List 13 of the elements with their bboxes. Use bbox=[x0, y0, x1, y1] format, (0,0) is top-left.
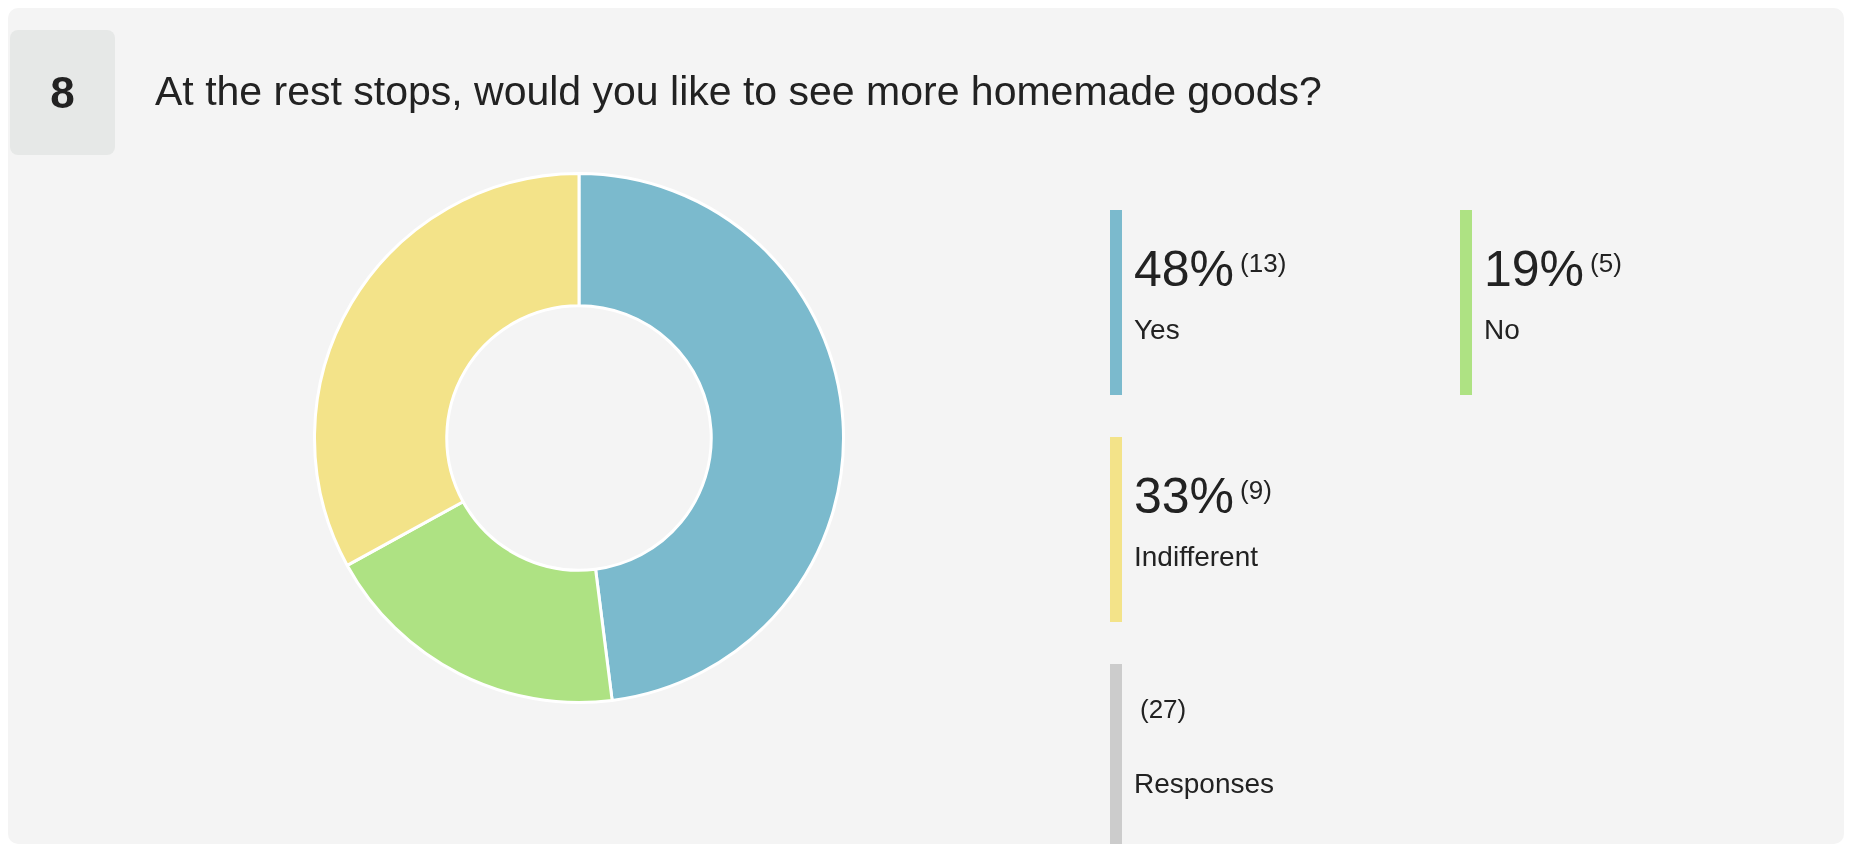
text: 8 bbox=[10, 30, 115, 155]
text: Responses bbox=[1134, 768, 1275, 800]
data-label: 19% bbox=[1484, 241, 1585, 297]
text: (5) bbox=[1590, 248, 1622, 278]
chart-title: At the rest stops, would you like to see more homemade goods? bbox=[155, 68, 1322, 115]
text: (9) bbox=[1240, 475, 1272, 505]
legend-label: No bbox=[1484, 314, 1520, 346]
legend-label: Indifferent bbox=[1134, 541, 1259, 573]
data-label: 33% bbox=[1134, 468, 1235, 524]
legend-label: Yes bbox=[1134, 314, 1180, 346]
text: (13) bbox=[1240, 248, 1287, 278]
text: (27) bbox=[1140, 694, 1187, 724]
data-label: 48% bbox=[1134, 241, 1235, 297]
